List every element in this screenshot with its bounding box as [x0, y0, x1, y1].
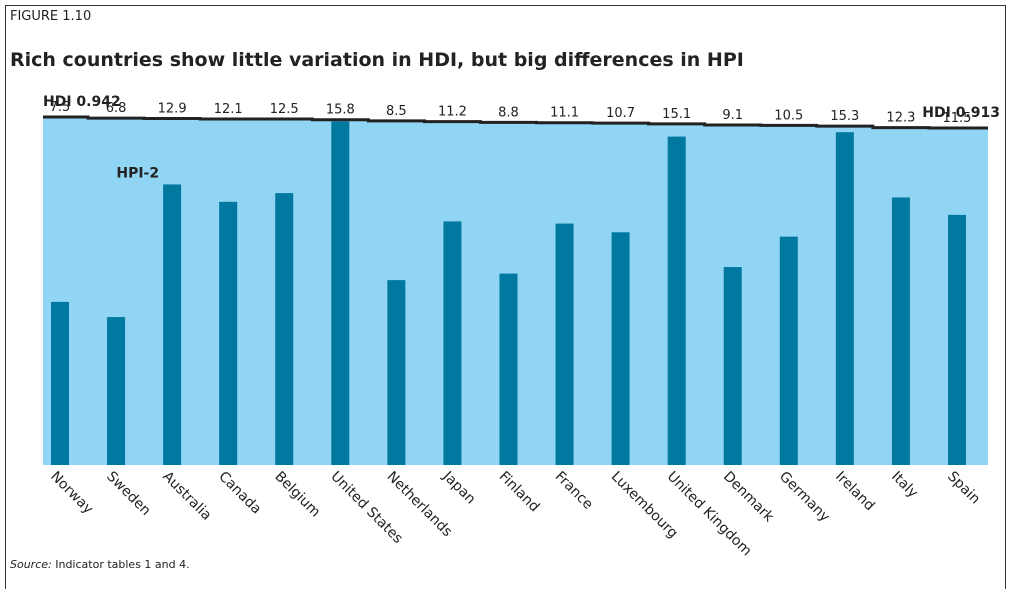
x-tick-label: Finland	[496, 469, 543, 516]
bar	[275, 193, 294, 465]
bar	[51, 301, 69, 465]
value-label: 12.1	[214, 102, 243, 117]
value-label: 6.8	[106, 101, 127, 116]
value-label: 11.2	[438, 105, 467, 120]
bar	[611, 232, 630, 465]
x-tick-label: Spain	[944, 469, 983, 508]
value-label: 7.5	[50, 100, 71, 115]
value-label: 8.5	[386, 104, 407, 119]
x-tick-label: Germany	[776, 469, 833, 526]
x-tick-label: Norway	[47, 469, 96, 518]
value-label: 10.5	[774, 108, 803, 123]
source-text: Indicator tables 1 and 4.	[55, 558, 189, 571]
value-label: 11.1	[550, 106, 579, 121]
value-label: 15.8	[326, 103, 355, 118]
value-label: 11.5	[942, 111, 971, 126]
bar	[331, 121, 350, 465]
bar	[499, 273, 518, 465]
value-label: 15.1	[662, 107, 691, 122]
source-note: Source: Indicator tables 1 and 4.	[10, 558, 190, 571]
hdi-line	[43, 115, 988, 130]
x-tick-label: Denmark	[720, 469, 777, 526]
bar	[219, 201, 238, 465]
x-tick-label: Ireland	[832, 469, 878, 515]
value-label: 10.7	[606, 106, 635, 121]
bar	[107, 317, 126, 465]
x-tick-label: Canada	[215, 469, 264, 518]
bar	[835, 132, 854, 465]
bar	[387, 280, 406, 465]
bar	[163, 184, 182, 466]
source-label: Source:	[10, 558, 52, 571]
value-label: 12.9	[158, 102, 187, 117]
x-tick-label: Japan	[439, 468, 479, 508]
series-label: HPI-2	[116, 165, 159, 181]
bar	[667, 136, 686, 465]
chart-title: Rich countries show little variation in …	[10, 49, 744, 71]
hdi-label: HDI 0.942	[43, 94, 121, 110]
x-tick-label: Italy	[888, 469, 921, 502]
bar	[443, 221, 462, 465]
value-label: 8.8	[498, 105, 519, 120]
bar	[947, 214, 966, 465]
hdi-label: HDI 0.913	[922, 105, 1000, 121]
bar	[779, 236, 798, 465]
figure-label: FIGURE 1.10	[10, 9, 91, 24]
value-label: 12.3	[886, 111, 915, 126]
frame	[5, 5, 1006, 589]
value-label: 9.1	[722, 108, 743, 123]
bar	[555, 223, 574, 465]
bar	[723, 267, 742, 465]
x-tick-label: Belgium	[271, 469, 323, 521]
value-label: 12.5	[270, 102, 299, 117]
x-tick-label: Australia	[159, 469, 214, 524]
x-tick-label: Sweden	[103, 469, 153, 519]
bar	[891, 197, 910, 465]
x-tick-label: France	[552, 469, 596, 513]
value-label: 15.3	[830, 109, 859, 124]
